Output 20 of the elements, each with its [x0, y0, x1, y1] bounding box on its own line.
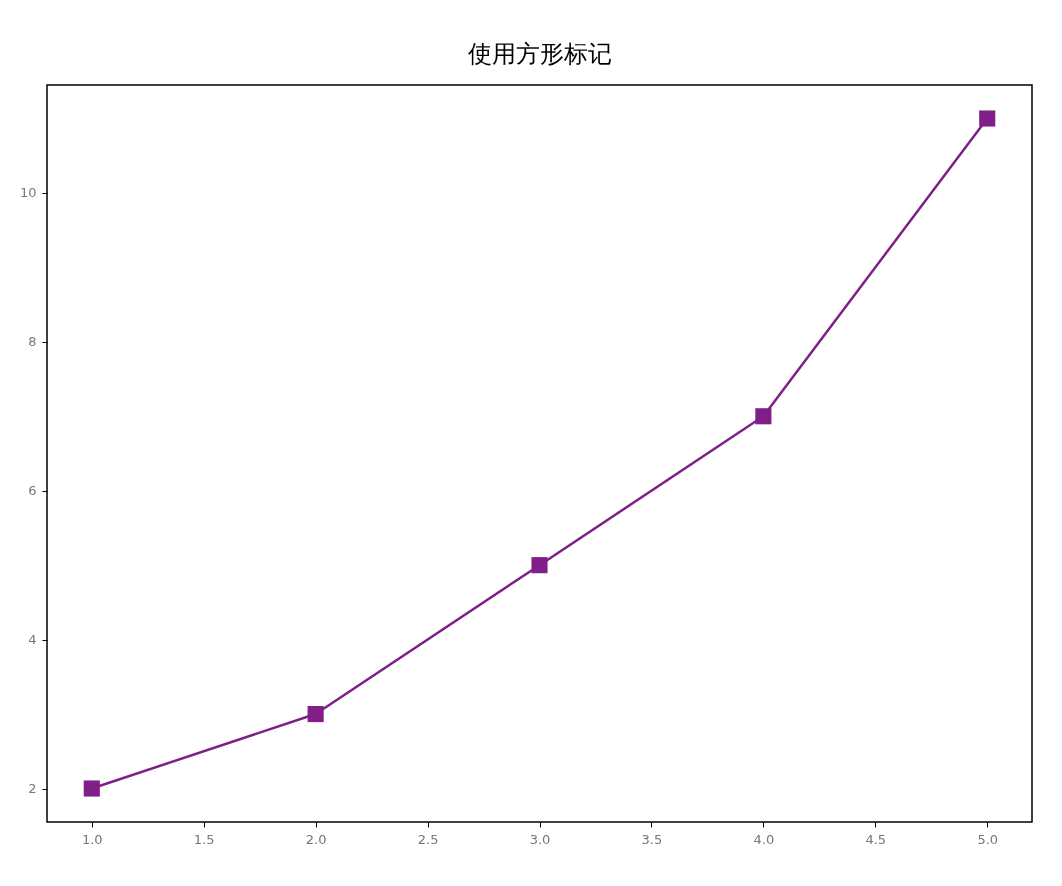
- y-tick-label: 2: [28, 781, 37, 796]
- y-tick-label: 6: [28, 483, 37, 499]
- x-tick-label: 1.5: [193, 831, 215, 847]
- x-tick-label: 1.0: [81, 831, 103, 847]
- x-tick-label: 3.5: [641, 831, 663, 847]
- chart-title: 使用方形标记: [467, 40, 612, 68]
- x-tick-label: 4.0: [753, 831, 775, 847]
- point: [531, 557, 548, 574]
- x-tick-label: 3.0: [529, 831, 551, 847]
- point: [307, 705, 324, 723]
- y-tick-label: 10: [19, 185, 37, 201]
- x-tick-label: 2.5: [417, 831, 439, 847]
- point: [83, 780, 100, 797]
- x-tick-label: 4.5: [865, 831, 887, 847]
- y-tick-label: 8: [28, 334, 37, 350]
- y-tick-label: 4: [28, 632, 37, 648]
- point: [755, 408, 772, 425]
- point: [979, 110, 996, 127]
- x-tick-label: 2.0: [305, 831, 327, 847]
- x-tick-label: 5.0: [977, 831, 999, 847]
